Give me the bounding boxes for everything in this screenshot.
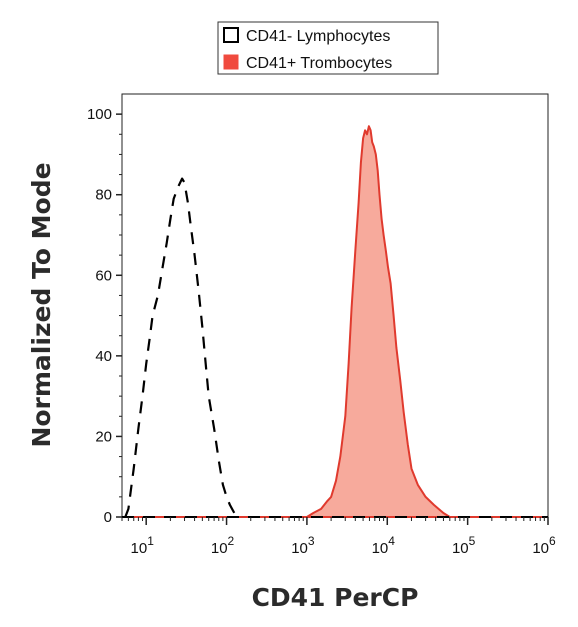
x-tick-label: 106 (532, 534, 556, 557)
legend-swatch-lymphocytes (223, 27, 239, 43)
legend-label-lymphocytes: CD41- Lymphocytes (246, 28, 390, 45)
x-tick-label: 103 (291, 534, 315, 557)
series-layer (122, 125, 548, 518)
y-axis-title: Normalized To Mode (27, 162, 56, 447)
y-tick-label: 80 (95, 187, 112, 204)
y-tick-label: 40 (95, 348, 112, 365)
plot-frame (121, 93, 549, 518)
legend-swatch-trombocytes (223, 54, 239, 70)
series-line-cd41-lymphocytes (124, 177, 240, 518)
y-tick-label: 60 (95, 267, 112, 284)
legend-box (217, 21, 439, 75)
y-tick-label: 20 (95, 428, 112, 445)
x-tick-label: 104 (372, 534, 396, 557)
legend-label-trombocytes: CD41+ Trombocytes (246, 55, 392, 72)
series-area-cd41-trombocytes (306, 126, 450, 517)
x-tick-label: 102 (211, 534, 235, 557)
x-axis-title: CD41 PerCP (252, 583, 419, 612)
axes-layer: 0 20 40 60 80 100 101 102 103 104 105 106 (87, 106, 556, 557)
legend: CD41- Lymphocytes CD41+ Trombocytes (217, 21, 439, 75)
y-tick-label: 100 (87, 106, 112, 123)
x-tick-label: 105 (452, 534, 476, 557)
series-line-cd41-trombocytes (306, 125, 451, 518)
x-tick-label: 101 (131, 534, 155, 557)
y-tick-label: 0 (104, 509, 112, 526)
